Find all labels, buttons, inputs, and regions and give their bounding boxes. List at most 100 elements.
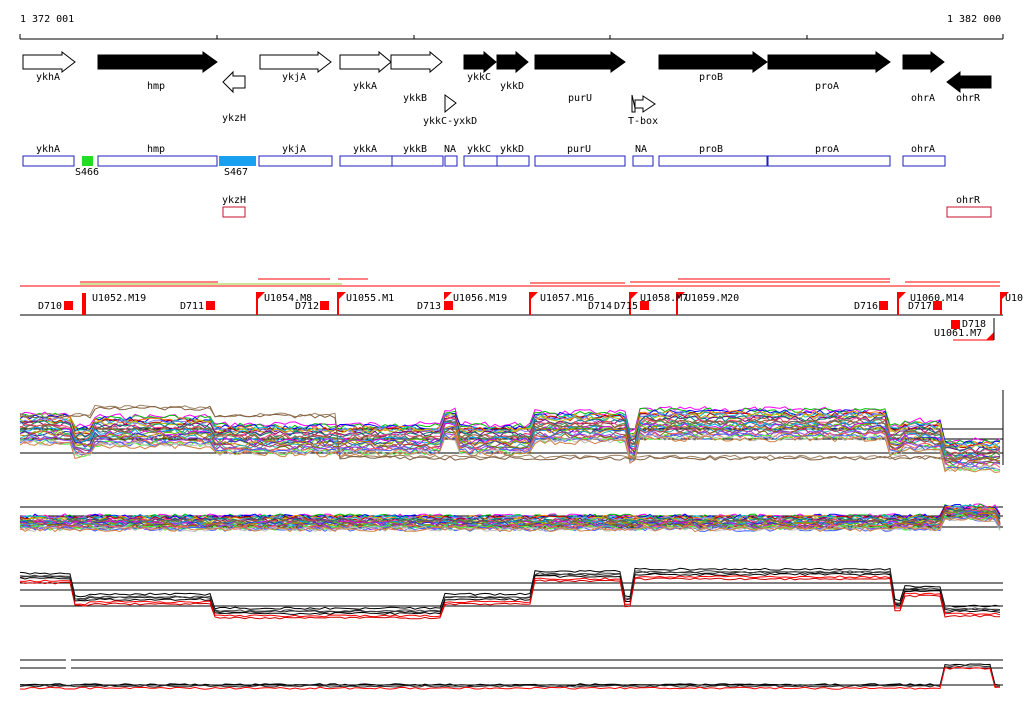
expression-trace <box>19 516 1001 533</box>
feature-box-purU[interactable] <box>534 155 626 167</box>
feature-box-ykkA[interactable] <box>339 155 393 167</box>
expression-trace <box>19 405 1001 461</box>
segment-marker-D717[interactable] <box>933 301 942 310</box>
feature-box-hmp[interactable] <box>97 155 218 167</box>
gene-arrow-purU[interactable]: purU <box>534 51 626 104</box>
feature-box-proB[interactable] <box>658 155 768 167</box>
gene-arrow-ohrR[interactable]: ohrR <box>946 70 992 104</box>
ruler-start-label: 1 372 001 <box>20 14 74 25</box>
gene-arrow-proB[interactable]: proB <box>658 51 768 83</box>
gene-arrow-ohrA[interactable]: ohrA <box>902 50 945 104</box>
feature-box-ohrA[interactable] <box>902 155 946 167</box>
gene-arrow-ykkC[interactable]: ykkC <box>463 50 497 83</box>
expression-trace <box>19 515 1001 533</box>
expression-trace <box>19 425 1001 463</box>
svg-text:U1057.M16: U1057.M16 <box>540 293 594 304</box>
feature-box-ykkB[interactable] <box>391 155 444 167</box>
tbox-flag-icon[interactable]: T-box <box>628 94 658 127</box>
segmentation-track: D710 U1052.M19 D711 U1054.M8 D712 U1055.… <box>20 278 1023 341</box>
segment-marker-D711[interactable] <box>206 301 215 310</box>
coordinate-ruler: 1 372 001 1 382 000 <box>19 14 1004 40</box>
gene-arrow-ykkD[interactable]: ykkD <box>496 50 529 92</box>
feature-box-ykjA[interactable] <box>258 155 333 167</box>
svg-text:purU: purU <box>568 93 592 104</box>
svg-text:ohrR: ohrR <box>956 93 981 104</box>
segment-marker-D713[interactable] <box>444 301 453 310</box>
expression-trace <box>19 570 1001 613</box>
svg-text:D717: D717 <box>908 301 932 312</box>
feature-box-proA[interactable] <box>767 155 891 167</box>
svg-text:D712: D712 <box>295 301 319 312</box>
svg-text:D715: D715 <box>614 301 638 312</box>
expression-trace <box>19 666 1001 690</box>
svg-text:D713: D713 <box>417 301 441 312</box>
svg-text:NA: NA <box>444 144 456 155</box>
expression-trace <box>19 430 1000 469</box>
expression-trace <box>19 567 1001 610</box>
expression-trace <box>19 418 1001 457</box>
segment-marker-D710[interactable] <box>64 301 73 310</box>
expression-trace <box>19 406 1001 445</box>
svg-text:U1054.M8: U1054.M8 <box>264 293 312 304</box>
gene-arrow-proA[interactable]: proA <box>767 51 891 92</box>
feature-box-ykkC[interactable] <box>463 155 498 167</box>
segment-marker-D718[interactable] <box>951 320 960 329</box>
svg-text:S466: S466 <box>75 167 99 178</box>
svg-text:D710: D710 <box>38 301 62 312</box>
svg-text:hmp: hmp <box>147 144 165 155</box>
svg-text:ykkA: ykkA <box>353 144 377 155</box>
svg-text:U1060.M14: U1060.M14 <box>910 293 964 304</box>
svg-text:ykkC-yxkD: ykkC-yxkD <box>423 116 477 127</box>
feature-box-ykhA[interactable] <box>22 155 75 167</box>
svg-text:U1058.M7: U1058.M7 <box>640 293 688 304</box>
gene-arrow-ykjA[interactable]: ykjA <box>259 50 332 83</box>
feature-box-S467[interactable] <box>219 156 256 166</box>
svg-text:proA: proA <box>815 81 839 92</box>
expression-panel-summary <box>19 567 1003 620</box>
expression-panel-summary-antisense <box>19 655 1003 695</box>
terminator-ykkC-yxkD[interactable]: ykkC-yxkD <box>423 94 477 127</box>
expression-trace <box>19 664 1001 688</box>
gene-track: ykhA hmp ykzH ykjA ykkA ykkB ykkC ykkD <box>22 50 992 127</box>
svg-text:S467: S467 <box>224 167 248 178</box>
segment-marker-D712[interactable] <box>320 301 329 310</box>
svg-text:U1056.M19: U1056.M19 <box>453 293 507 304</box>
gene-arrow-ykkB[interactable]: ykkB <box>390 50 443 104</box>
svg-text:proB: proB <box>699 72 723 83</box>
gene-arrow-hmp[interactable]: hmp <box>97 51 218 92</box>
feature-track: ykhA S466 hmp S467 ykjA ykkA ykkB NA ykk… <box>22 144 992 218</box>
expression-trace <box>19 415 1001 454</box>
svg-text:ykkB: ykkB <box>403 93 427 104</box>
svg-text:D711: D711 <box>180 301 204 312</box>
antisense-box-ykzH[interactable] <box>222 206 246 218</box>
feature-box-S466[interactable] <box>82 156 93 166</box>
svg-text:NA: NA <box>635 144 647 155</box>
expression-trace <box>19 420 1001 458</box>
svg-text:ykhA: ykhA <box>36 144 60 155</box>
feature-box-na-2[interactable] <box>632 155 654 167</box>
expression-panel-antisense <box>19 503 1003 533</box>
svg-text:ohrA: ohrA <box>911 144 935 155</box>
segment-marker-D715[interactable] <box>640 301 649 310</box>
gene-arrow-ykhA[interactable]: ykhA <box>22 50 76 83</box>
svg-text:hmp: hmp <box>147 81 165 92</box>
gene-arrow-ykkA[interactable]: ykkA <box>339 50 392 92</box>
antisense-box-ohrR[interactable] <box>946 206 992 218</box>
feature-box-ykkD[interactable] <box>496 155 530 167</box>
svg-text:D716: D716 <box>854 301 878 312</box>
svg-text:U1055.M1: U1055.M1 <box>346 293 394 304</box>
svg-text:ykkC: ykkC <box>467 72 491 83</box>
svg-text:ohrA: ohrA <box>911 93 935 104</box>
gene-arrow-ykzH[interactable]: ykzH <box>222 70 246 124</box>
ruler-end-label: 1 382 000 <box>947 14 1001 25</box>
expression-trace <box>19 663 1001 687</box>
svg-text:ykjA: ykjA <box>282 72 306 83</box>
svg-text:ykkD: ykkD <box>500 81 524 92</box>
feature-box-na-1[interactable] <box>444 155 458 167</box>
svg-text:proB: proB <box>699 144 723 155</box>
svg-text:ykzH: ykzH <box>222 195 246 206</box>
svg-text:U1059.M20: U1059.M20 <box>685 293 739 304</box>
expression-trace <box>19 415 1001 453</box>
segment-marker-D716[interactable] <box>879 301 888 310</box>
svg-text:U1061.M7: U1061.M7 <box>934 328 982 339</box>
